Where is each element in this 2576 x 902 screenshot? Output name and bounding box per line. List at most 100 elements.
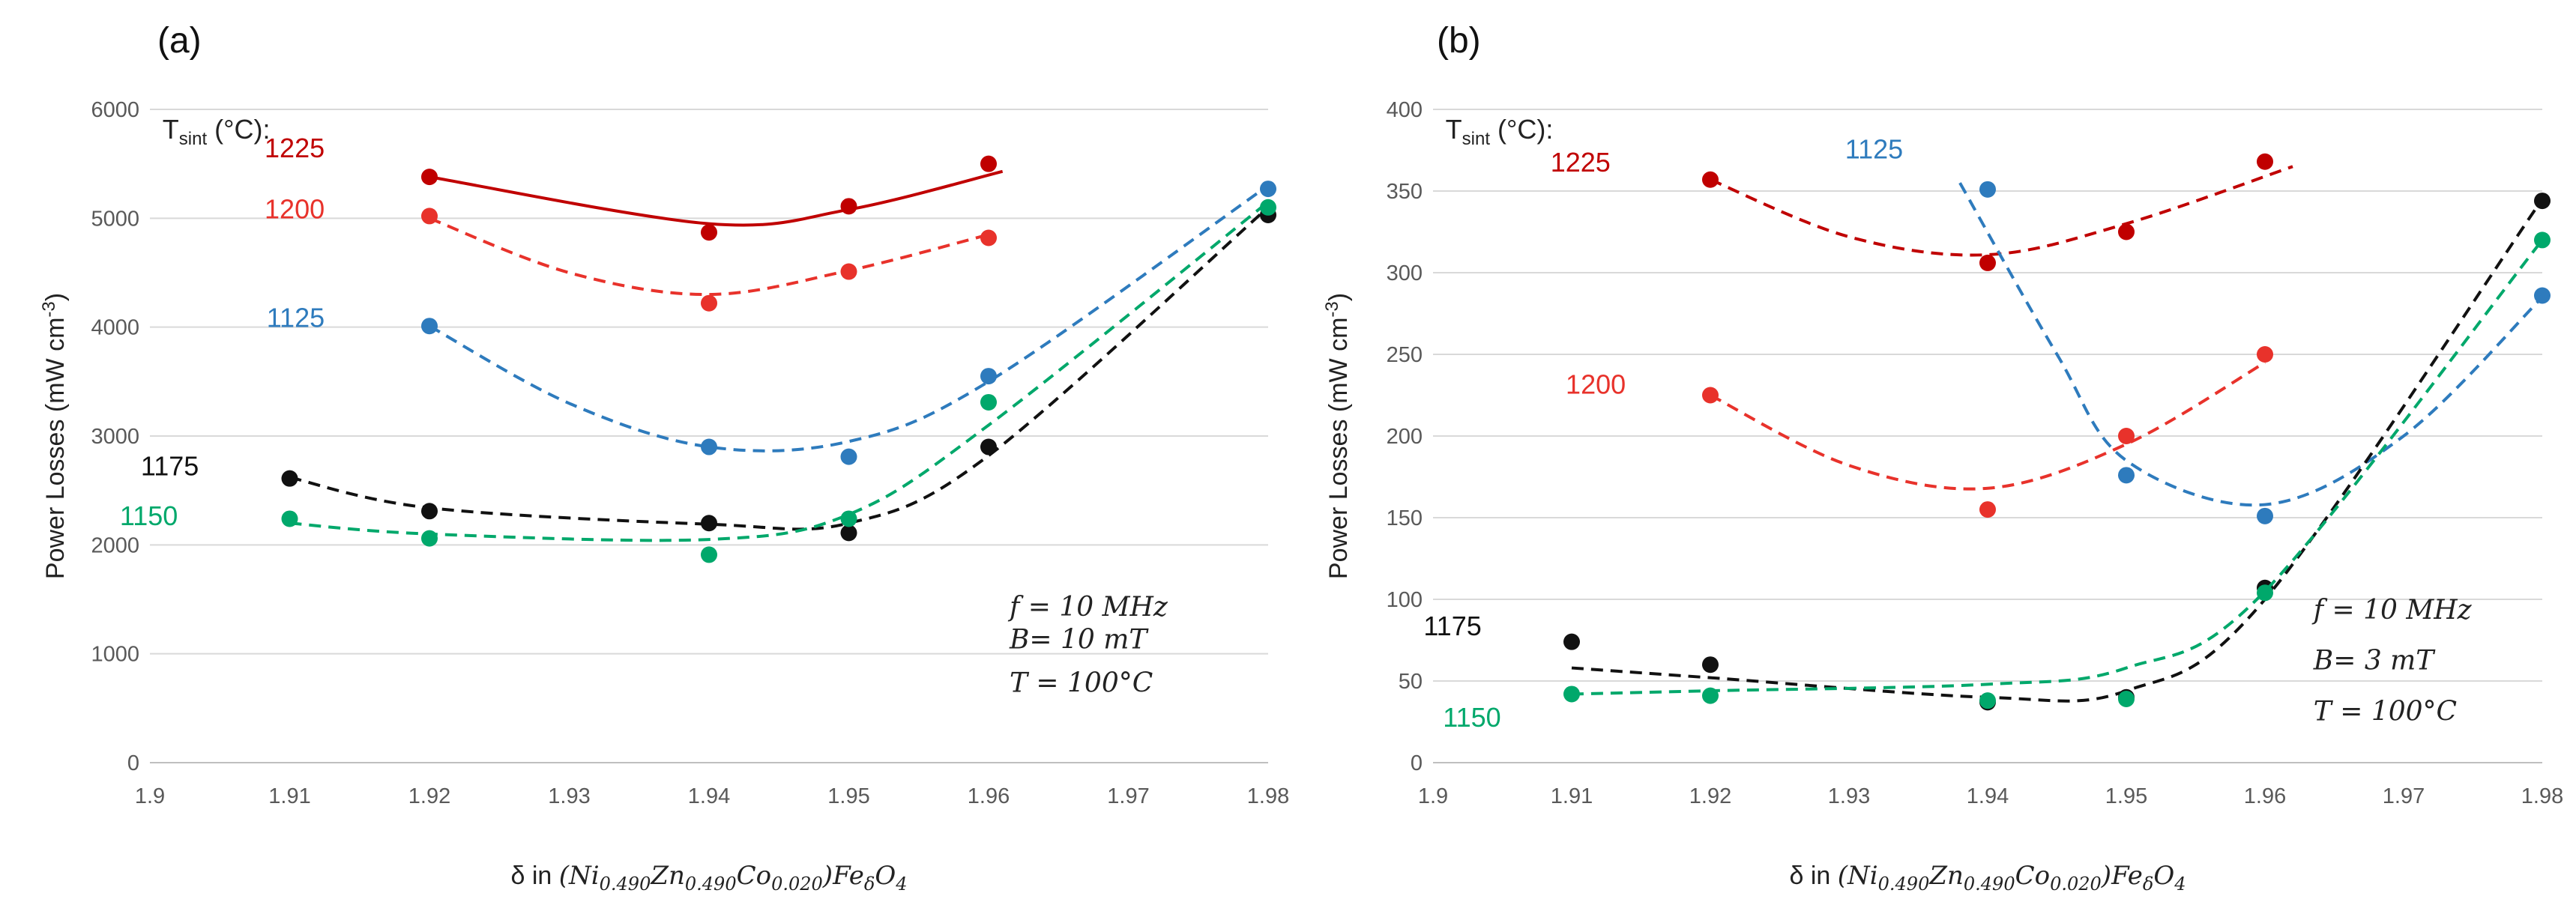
data-point <box>421 318 438 335</box>
data-point <box>281 510 298 527</box>
y-tick-label: 50 <box>1399 670 1423 694</box>
data-point <box>840 524 857 542</box>
y-axis-label: Power Losses (mW cm-3) <box>1322 293 1353 579</box>
series-1225: 1225 <box>1551 147 2293 271</box>
data-point <box>980 229 997 246</box>
data-point <box>1979 181 1996 198</box>
series-label: 1200 <box>1566 369 1626 399</box>
data-point <box>421 503 438 520</box>
tsint-label: Tsint (°C): <box>1446 114 1554 149</box>
x-tick-label: 1.95 <box>827 784 869 808</box>
condition-text: f = 10 MHz <box>2311 595 2473 626</box>
data-point <box>1702 387 1719 404</box>
data-point <box>701 546 717 563</box>
data-point <box>840 448 857 465</box>
y-tick-label: 400 <box>1387 98 1423 122</box>
series-1200: 1200 <box>1566 346 2273 518</box>
series-label: 1150 <box>120 500 178 531</box>
data-point <box>2257 153 2273 170</box>
series-label: 1125 <box>1845 133 1903 164</box>
data-point <box>1979 254 1996 271</box>
fit-line <box>1571 239 2544 696</box>
y-tick-label: 350 <box>1387 180 1423 204</box>
data-point <box>701 224 717 241</box>
x-tick-label: 1.92 <box>408 784 450 808</box>
y-tick-label: 1000 <box>91 643 139 667</box>
data-point <box>421 530 438 547</box>
series-label: 1150 <box>1443 702 1500 733</box>
data-point <box>1702 687 1719 704</box>
series-1150: 1150 <box>120 199 1276 563</box>
panel-letter: (b) <box>1437 21 1481 61</box>
series-1225: 1225 <box>265 133 1004 241</box>
y-tick-label: 5000 <box>91 207 139 231</box>
data-point <box>281 470 298 487</box>
y-tick-label: 2000 <box>91 533 139 557</box>
fit-line <box>289 206 1270 531</box>
data-point <box>1563 685 1580 703</box>
y-tick-label: 300 <box>1387 261 1423 285</box>
data-point <box>701 294 717 312</box>
fit-line <box>1958 182 2544 507</box>
series-1125: 1125 <box>1845 133 2551 524</box>
data-point <box>2534 193 2551 210</box>
data-point <box>2257 584 2273 602</box>
fit-line <box>429 184 1270 452</box>
chart-panel-b: (b) 0 50 100 150 200 250 300 350 400 1.9 1.91 1.92 1.… <box>1322 21 2563 895</box>
x-tick-label: 1.9 <box>1418 784 1448 808</box>
series-label: 1175 <box>141 450 199 481</box>
x-tick-label: 1.92 <box>1689 784 1731 808</box>
data-point <box>840 510 857 527</box>
data-point <box>2118 690 2135 707</box>
series-1200: 1200 <box>265 193 997 312</box>
condition-text: f = 10 MHz <box>1007 592 1168 623</box>
data-point <box>1260 199 1276 216</box>
y-tick-label: 100 <box>1387 588 1423 612</box>
data-point <box>2118 428 2135 444</box>
y-tick-label: 150 <box>1387 506 1423 530</box>
x-tick-label: 1.94 <box>1967 784 2009 808</box>
y-axis-label: Power Losses (mW cm-3) <box>39 293 70 579</box>
data-point <box>421 169 438 186</box>
data-point <box>1260 181 1276 198</box>
x-tick-label: 1.91 <box>1551 784 1593 808</box>
condition-text: T = 100°C <box>1010 668 1153 699</box>
data-point <box>2118 223 2135 240</box>
x-tick-label: 1.93 <box>548 784 590 808</box>
data-point <box>1979 501 1996 518</box>
x-tick-label: 1.96 <box>2244 784 2286 808</box>
series-1175: 1175 <box>141 206 1276 542</box>
data-point <box>980 368 997 385</box>
x-tick-label: 1.91 <box>268 784 310 808</box>
series-label: 1175 <box>1423 611 1481 641</box>
x-axis-label: δ in (Ni0.490Zn0.490Co0.020)FeδO4 <box>1789 861 2186 895</box>
y-tick-label: 0 <box>127 751 139 775</box>
x-tick-label: 1.9 <box>135 784 165 808</box>
x-tick-label: 1.97 <box>1107 784 1149 808</box>
y-tick-label: 250 <box>1387 343 1423 367</box>
data-point <box>1702 171 1719 188</box>
y-tick-label: 0 <box>1411 751 1423 775</box>
data-point <box>2257 507 2273 524</box>
tsint-label: Tsint (°C): <box>163 114 271 149</box>
data-point <box>980 393 997 411</box>
data-point <box>701 515 717 532</box>
series-1150: 1150 <box>1443 231 2551 733</box>
x-tick-label: 1.96 <box>968 784 1010 808</box>
y-tick-label: 4000 <box>91 316 139 340</box>
x-tick-label: 1.93 <box>1828 784 1870 808</box>
condition-text: T = 100°C <box>2314 696 2457 727</box>
fit-line <box>289 200 1270 542</box>
chart-panel-a: (a) 0 1000 2000 3000 4000 5000 6000 1.9 1.91 1.92 1… <box>39 21 1289 895</box>
x-tick-label: 1.95 <box>2105 784 2147 808</box>
data-point <box>980 438 997 455</box>
data-point <box>1563 633 1580 650</box>
data-point <box>1702 656 1719 674</box>
data-point <box>2257 346 2273 363</box>
data-point <box>840 263 857 280</box>
data-point <box>421 208 438 225</box>
condition-text: B= 10 mT <box>1009 624 1149 655</box>
data-point <box>2534 287 2551 304</box>
series-label: 1225 <box>1551 147 1611 178</box>
